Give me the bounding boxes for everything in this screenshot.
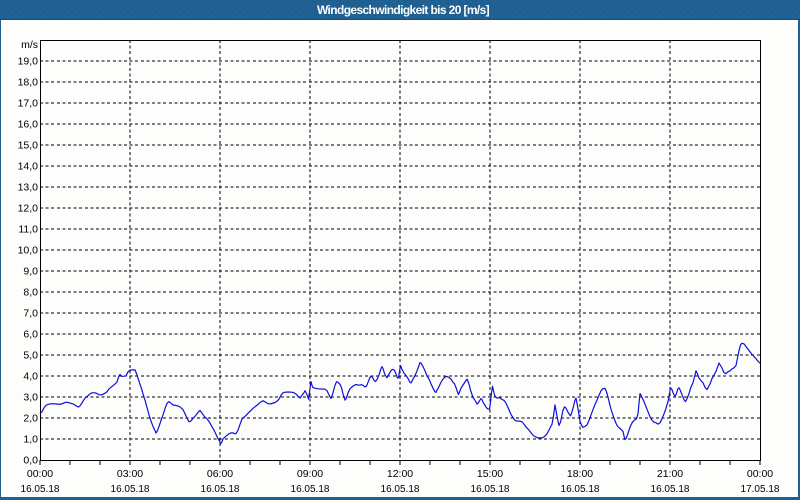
svg-text:18,0: 18,0 xyxy=(18,77,39,89)
svg-text:16.05.18: 16.05.18 xyxy=(381,484,420,495)
svg-text:8,0: 8,0 xyxy=(23,287,38,299)
svg-text:11,0: 11,0 xyxy=(18,224,38,236)
svg-text:15:00: 15:00 xyxy=(477,468,503,480)
svg-text:12,0: 12,0 xyxy=(18,203,39,215)
svg-text:0,0: 0,0 xyxy=(23,455,38,467)
svg-text:17.05.18: 17.05.18 xyxy=(741,484,780,495)
svg-text:00:00: 00:00 xyxy=(27,468,53,480)
svg-text:03:00: 03:00 xyxy=(117,468,143,480)
svg-text:16.05.18: 16.05.18 xyxy=(561,484,600,495)
svg-text:14,0: 14,0 xyxy=(18,161,39,173)
svg-text:06:00: 06:00 xyxy=(207,468,233,480)
svg-text:17,0: 17,0 xyxy=(18,98,39,110)
svg-text:7,0: 7,0 xyxy=(23,308,38,320)
svg-text:10,0: 10,0 xyxy=(18,245,39,257)
svg-text:12:00: 12:00 xyxy=(387,468,413,480)
svg-text:4,0: 4,0 xyxy=(23,371,38,383)
svg-text:16.05.18: 16.05.18 xyxy=(21,484,60,495)
svg-text:15,0: 15,0 xyxy=(18,140,39,152)
svg-text:16.05.18: 16.05.18 xyxy=(651,484,690,495)
svg-text:19,0: 19,0 xyxy=(18,56,39,68)
svg-text:16.05.18: 16.05.18 xyxy=(201,484,240,495)
svg-text:21:00: 21:00 xyxy=(657,468,683,480)
svg-text:16.05.18: 16.05.18 xyxy=(111,484,150,495)
svg-text:16.05.18: 16.05.18 xyxy=(471,484,510,495)
svg-text:13,0: 13,0 xyxy=(18,182,39,194)
svg-text:1,0: 1,0 xyxy=(23,434,38,446)
svg-text:2,0: 2,0 xyxy=(23,413,38,425)
svg-text:6,0: 6,0 xyxy=(23,329,38,341)
svg-text:m/s: m/s xyxy=(21,39,38,51)
svg-text:5,0: 5,0 xyxy=(23,350,38,362)
svg-text:18:00: 18:00 xyxy=(567,468,593,480)
svg-text:00:00: 00:00 xyxy=(747,468,773,480)
svg-text:16,0: 16,0 xyxy=(18,119,39,131)
svg-text:16.05.18: 16.05.18 xyxy=(291,484,330,495)
svg-text:9,0: 9,0 xyxy=(23,266,38,278)
svg-text:3,0: 3,0 xyxy=(23,392,38,404)
svg-text:09:00: 09:00 xyxy=(297,468,323,480)
